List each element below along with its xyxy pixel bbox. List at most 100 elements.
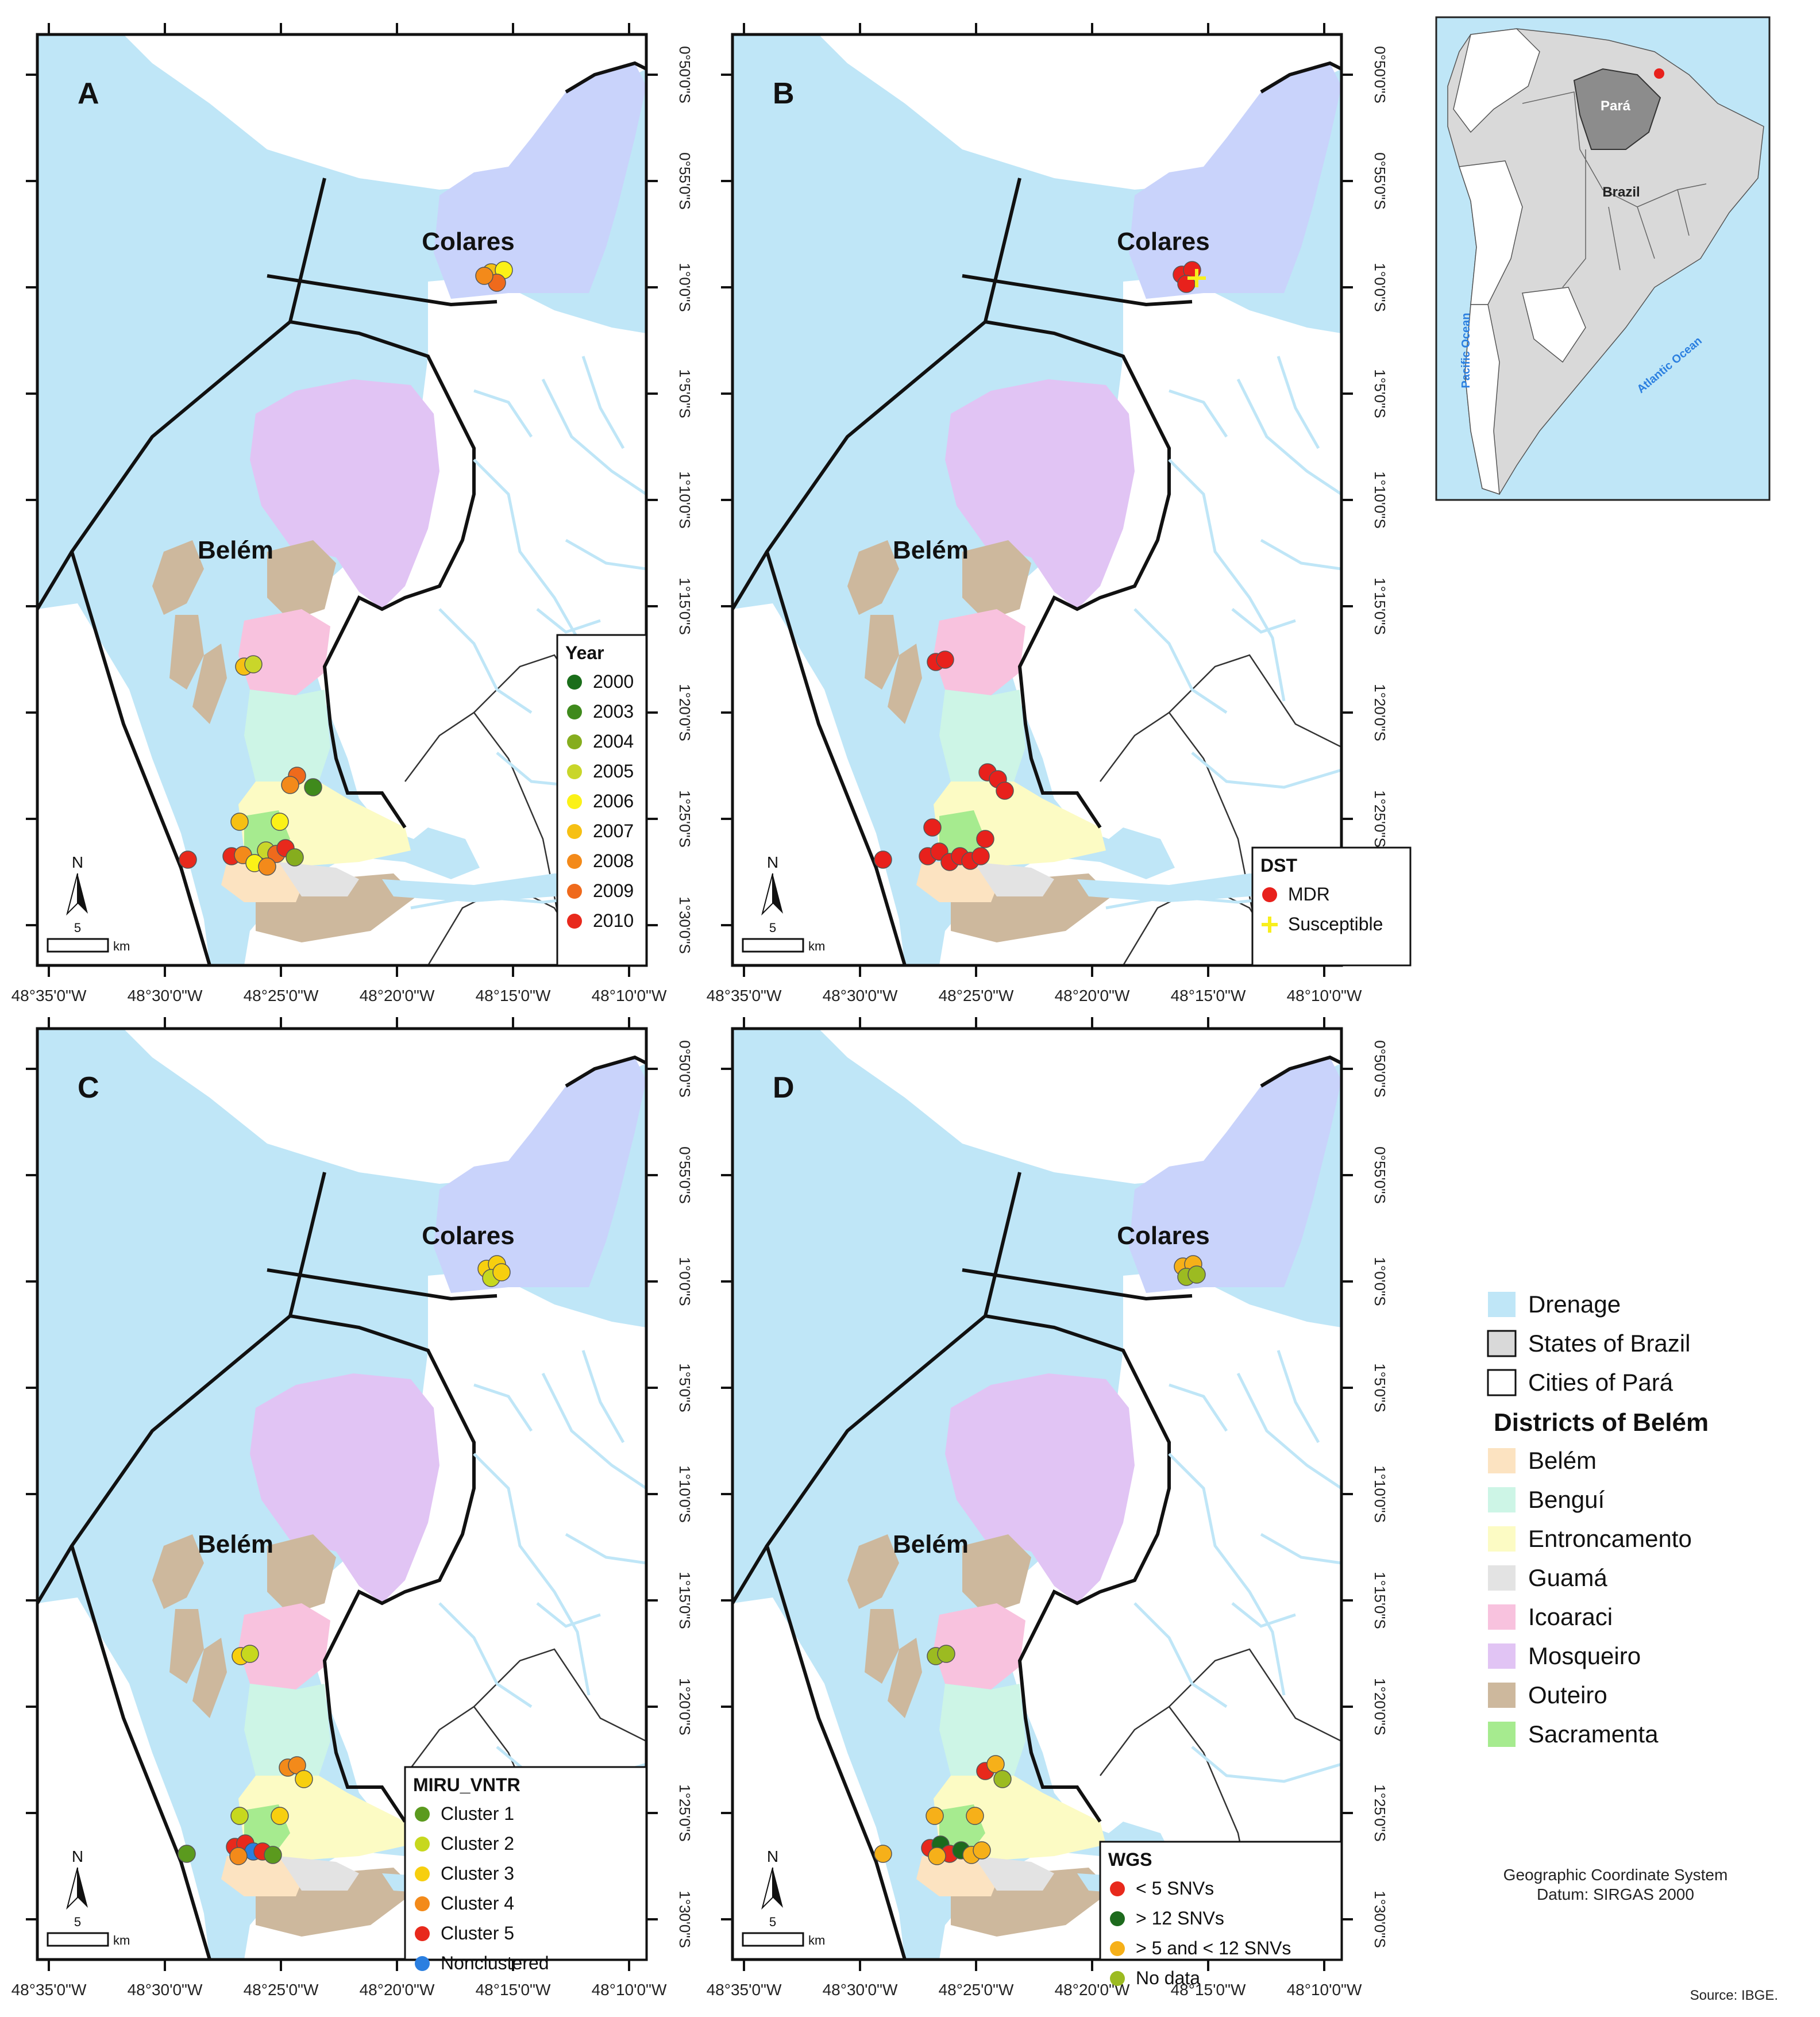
longitude-label: 48°20'0"W [360,1981,435,1999]
legend-swatch [567,675,582,690]
legend-district-swatch [1488,1448,1516,1473]
north-label: N [767,1847,778,1865]
legend-item-label: > 5 and < 12 SNVs [1136,1938,1291,1958]
case-marker [928,1847,946,1865]
legend-swatch [567,824,582,839]
latitude-label: 1°15'0"S [676,578,693,635]
legend-item-label: 2009 [593,880,634,901]
legend-title: MIRU_VNTR [413,1775,520,1795]
longitude-label: 48°25'0"W [244,1981,319,1999]
latitude-label: 1°10'0"S [676,471,693,529]
legend-swatch [567,705,582,719]
legend-district-label: Belém [1528,1447,1597,1474]
legend-district-label: Icoaraci [1528,1603,1613,1630]
longitude-label: 48°35'0"W [11,987,87,1004]
case-marker [937,1645,955,1663]
legend-district-label: Outeiro [1528,1681,1607,1708]
legend-states-label: States of Brazil [1528,1330,1690,1357]
legend-item-label: 2006 [593,791,634,811]
scale-bar [742,938,804,953]
latitude-label: 1°15'0"S [676,1572,693,1629]
inset-para-label: Pará [1601,98,1631,114]
legend-district-swatch [1488,1722,1516,1747]
latitude-label: 1°30'0"S [676,1891,693,1948]
city-label-belem: Belém [893,536,969,564]
legend-swatch [415,1837,430,1852]
longitude-label: 48°10'0"W [1287,987,1362,1004]
inset-brazil-label: Brazil [1602,184,1640,200]
latitude-label: 1°15'0"S [1371,578,1389,635]
latitude-label: 1°25'0"S [1371,790,1389,848]
latitude-label: 1°20'0"S [1371,1678,1389,1735]
latitude-label: 0°55'0"S [1371,1146,1389,1204]
longitude-label: 48°35'0"W [707,987,782,1004]
case-marker [1187,269,1206,287]
case-marker [966,1807,984,1825]
scale-unit: km [808,939,825,953]
longitude-label: 48°10'0"W [1287,1981,1362,1999]
legend-swatch [1110,1941,1125,1956]
legend-item-label: MDR [1288,884,1330,904]
case-marker [926,1807,944,1825]
legend-item-label: 2003 [593,701,634,722]
latitude-label: 1°20'0"S [676,1678,693,1735]
longitude-label: 48°30'0"W [128,987,203,1004]
legend-item-label: Cluster 2 [441,1833,514,1854]
inset-pacific-label: Pacific Ocean [1460,313,1472,388]
main-legend: Drenage States of Brazil Cities of Pará … [1487,1291,1709,1747]
latitude-label: 1°15'0"S [1371,1572,1389,1629]
legend-title: DST [1260,855,1297,876]
latitude-label: 0°55'0"S [676,1146,693,1204]
map-panel-d: 0°50'0"S 0°55'0"S 1°0'0"S 1°5'0"S 1°10'0"S 1°… [707,1017,1389,1999]
latitude-label: 1°0'0"S [1371,1257,1389,1306]
latitude-label: 1°30'0"S [1371,1891,1389,1948]
case-marker [986,1755,1005,1773]
north-arrow-icon [761,1867,783,1910]
legend-swatch [1110,1911,1125,1926]
legend-swatch [415,1956,430,1971]
scale-value: 5 [769,921,776,935]
legend-item-label: < 5 SNVs [1136,1878,1214,1899]
city-label-belem: Belém [198,536,273,564]
legend-district-label: Benguí [1528,1486,1605,1513]
city-label-belem: Belém [893,1530,969,1558]
legend-swatch [567,914,582,929]
case-marker [475,267,493,285]
panel-letter: D [773,1071,795,1104]
legend-item-label: Cluster 4 [441,1893,514,1914]
case-marker [281,776,299,794]
legend-item-label: Cluster 3 [441,1863,514,1884]
map-panel-c: 0°50'0"S 0°55'0"S 1°0'0"S 1°5'0"S 1°10'0"S 1°… [11,1017,693,1999]
legend-swatch [1262,887,1277,902]
north-label: N [72,853,83,871]
legend-states-swatch [1487,1330,1517,1357]
longitude-label: 48°10'0"W [592,987,667,1004]
latitude-label: 1°25'0"S [1371,1784,1389,1842]
latitude-label: 1°25'0"S [676,1784,693,1842]
case-marker [178,1845,196,1863]
latitude-label: 0°50'0"S [676,1040,693,1098]
case-marker [923,818,942,837]
north-label: N [767,853,778,871]
legend-swatch [567,854,582,869]
panel-legend: MIRU_VNTR Cluster 1 Cluster 2 Cluster 3 Clus… [404,1766,647,1973]
case-marker [976,830,994,848]
legend-swatch [567,794,582,809]
scale-value: 5 [74,921,81,935]
legend-item-label: 2007 [593,821,634,841]
legend-district-swatch [1488,1643,1516,1669]
longitude-label: 48°35'0"W [707,1981,782,1999]
scale-value: 5 [74,1915,81,1929]
map-panel-b: 0°50'0"S 0°55'0"S 1°0'0"S 1°5'0"S 1°10'0"S 1°… [707,23,1412,1004]
legend-item-label: Cluster 5 [441,1923,514,1943]
latitude-label: 1°5'0"S [676,1363,693,1412]
case-marker [229,1847,248,1865]
panel-legend: WGS < 5 SNVs > 12 SNVs > 5 and < 12 SNVs No … [1099,1841,1343,1988]
latitude-label: 1°5'0"S [1371,1363,1389,1412]
legend-item-label: Susceptible [1288,914,1383,934]
longitude-label: 48°25'0"W [939,987,1014,1004]
latitude-label: 0°50'0"S [1371,1040,1389,1098]
datum: Datum: SIRGAS 2000 [1537,1885,1694,1903]
latitude-label: 0°55'0"S [676,152,693,210]
legend-swatch [415,1896,430,1911]
